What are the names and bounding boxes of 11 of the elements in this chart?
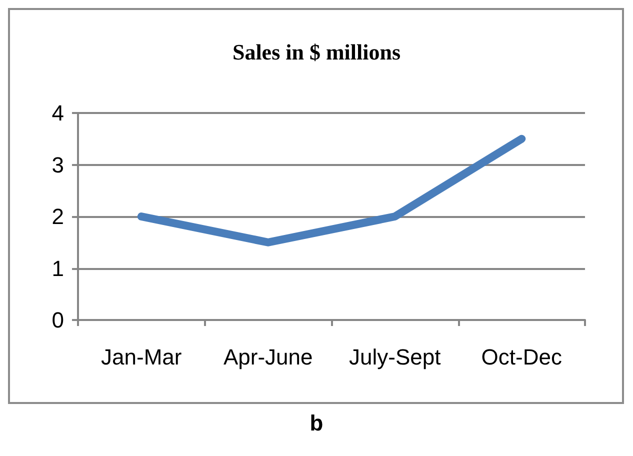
x-tick-label: Apr-June: [223, 344, 313, 370]
y-tick-label: 3: [52, 152, 64, 178]
text: b: [310, 410, 324, 436]
y-tick-label: 1: [52, 256, 64, 281]
x-tick-label: Oct-Dec: [481, 344, 562, 370]
y-tick-label: 2: [52, 204, 64, 229]
x-tick-label: July-Sept: [349, 344, 441, 370]
y-tick-label: 0: [52, 308, 64, 332]
y-tick-label: 4: [52, 100, 64, 126]
x-tick-label: Jan-Mar: [101, 344, 182, 370]
chart-title: Sales in $ millions: [232, 40, 401, 64]
